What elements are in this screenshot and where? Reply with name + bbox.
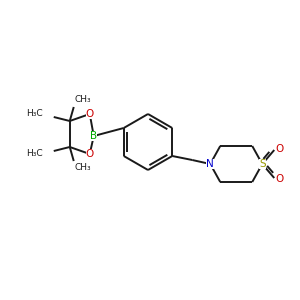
Text: CH₃: CH₃ <box>75 164 92 172</box>
Text: O: O <box>85 149 94 159</box>
Text: H₃C: H₃C <box>26 110 43 118</box>
Text: B: B <box>90 131 97 141</box>
Text: O: O <box>275 174 284 184</box>
Text: CH₃: CH₃ <box>75 95 92 104</box>
Text: O: O <box>85 109 94 119</box>
Text: N: N <box>206 159 214 169</box>
Text: H₃C: H₃C <box>26 149 43 158</box>
Text: S: S <box>259 159 266 169</box>
Text: O: O <box>275 144 284 154</box>
